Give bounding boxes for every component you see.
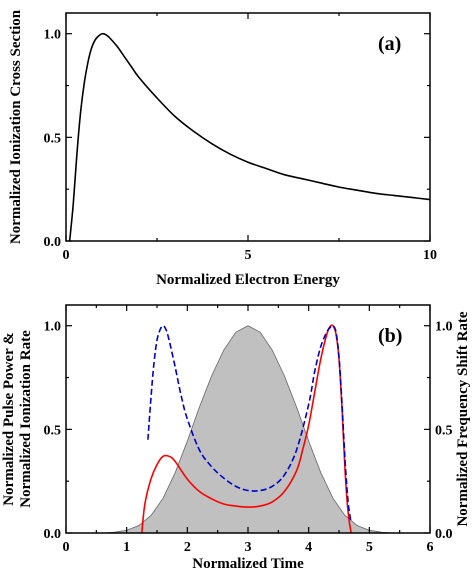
panel-a-x-axis-label: Normalized Electron Energy bbox=[156, 272, 340, 288]
panel-b-y-tick-label: 0.5 bbox=[44, 423, 62, 438]
panel-b-x-tick-label: 0 bbox=[63, 540, 70, 555]
panel-b-x-tick-label: 6 bbox=[427, 540, 434, 555]
panel-b-x-tick-label: 1 bbox=[123, 540, 130, 555]
panel-b-y-axis-label-line-1: Normalized Pulse Power & bbox=[1, 332, 17, 505]
panel-a-x-tick-label: 0 bbox=[63, 248, 70, 263]
panel-b-label: (b) bbox=[378, 325, 402, 347]
panel-a-y-tick-label: 0.0 bbox=[44, 235, 62, 250]
panel-b-y-tick-label: 1.0 bbox=[44, 320, 62, 335]
panel-b-right-y-tick-label: 1.0 bbox=[435, 320, 453, 335]
panel-a-line-series-0 bbox=[68, 32, 430, 241]
panel-a-x-tick-label: 10 bbox=[423, 248, 437, 263]
panel-b-chart: 0 1 2 3 4 5 60.00.51.00.00.51.0 (b) Normalized… bbox=[1, 304, 471, 572]
panel-a-frame bbox=[65, 12, 431, 242]
panel-a-chart: 0 5 10 0.0 0.5 1.0 (a) Normalized Electron En… bbox=[8, 9, 437, 288]
panel-b-right-y-tick-label: 0.5 bbox=[435, 423, 453, 438]
panel-b-x-axis-label: Normalized Time bbox=[192, 556, 304, 572]
panel-b-ticks: 0 1 2 3 4 5 60.00.51.00.00.51.0 bbox=[44, 305, 453, 555]
panel-a-x-tick-label: 5 bbox=[245, 248, 252, 263]
panel-b-x-tick-label: 4 bbox=[305, 540, 312, 555]
panel-b-area-series-0 bbox=[66, 325, 430, 533]
panel-b-y-tick-label: 0.0 bbox=[44, 527, 62, 542]
panel-b-series-group bbox=[66, 324, 430, 533]
panel-b-line-series-2 bbox=[147, 324, 352, 523]
panel-b-x-tick-label: 3 bbox=[245, 540, 252, 555]
panel-a-series-group bbox=[68, 32, 430, 241]
panel-b-x-tick-label: 5 bbox=[366, 540, 373, 555]
panel-b-right-y-tick-label: 0.0 bbox=[435, 527, 453, 542]
panel-b-right-y-axis-label: Normalized Frequency Shift Rate bbox=[455, 311, 471, 526]
panel-b-x-tick-label: 2 bbox=[184, 540, 191, 555]
panel-a-plot-area bbox=[68, 32, 430, 241]
panel-a-y-tick-label: 0.5 bbox=[44, 131, 62, 146]
panel-a-y-axis-label: Normalized Ionization Cross Section bbox=[8, 9, 24, 244]
panel-a-y-tick-label: 1.0 bbox=[44, 28, 62, 43]
panel-a-label: (a) bbox=[378, 33, 401, 55]
panel-b-y-axis-label-line-2: Normalized Ionization Rate bbox=[18, 330, 34, 508]
panel-b-plot-area bbox=[66, 324, 430, 533]
panel-a-ticks: 0 5 10 0.0 0.5 1.0 bbox=[44, 13, 437, 263]
